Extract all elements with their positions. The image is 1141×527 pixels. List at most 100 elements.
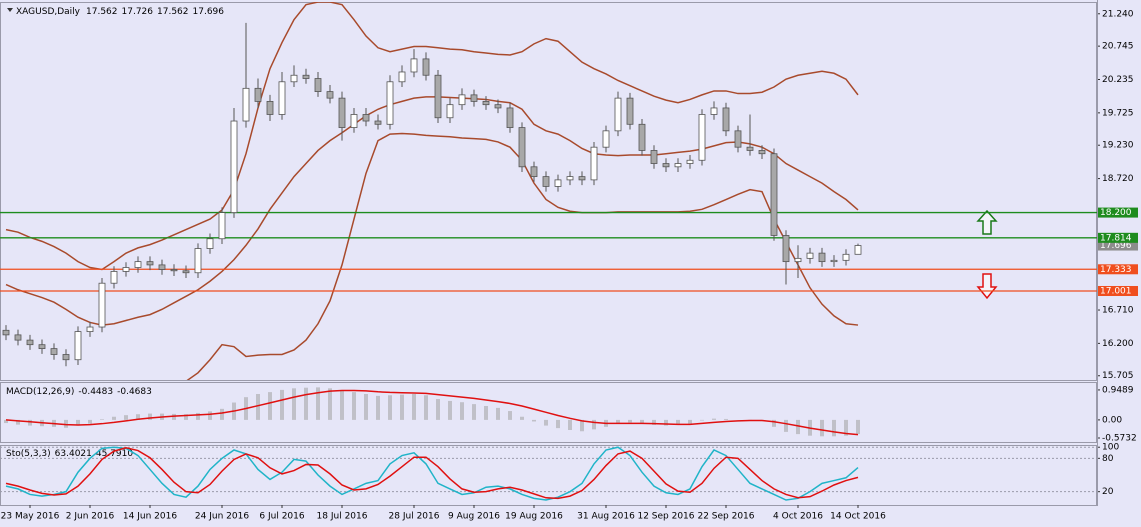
macd-bar	[304, 387, 308, 420]
macd-bar	[568, 419, 572, 430]
candle-body	[518, 127, 526, 168]
candle-body	[770, 153, 778, 236]
d-line	[5, 447, 859, 500]
level-label: 17.333	[1100, 265, 1132, 275]
y-tick-label: 15.705	[1102, 371, 1134, 381]
macd-bar	[64, 419, 68, 428]
macd-bar	[364, 394, 368, 420]
macd-bar	[412, 394, 416, 420]
macd-bar	[136, 414, 140, 420]
level-box	[1097, 207, 1138, 218]
y-tick-label: 0.9489	[1102, 385, 1134, 395]
macd-bar	[328, 388, 332, 420]
macd-bar	[76, 419, 80, 426]
macd-bar	[508, 411, 512, 420]
level-box	[1097, 285, 1138, 296]
x-tick-label: 9 Aug 2016	[448, 512, 500, 522]
stoch-panel	[0, 445, 1097, 506]
candle-body	[542, 176, 550, 187]
x-tick-label: 22 Sep 2016	[697, 512, 754, 522]
candle-body	[506, 107, 514, 128]
candle-body	[830, 259, 838, 263]
candle-body	[362, 114, 370, 122]
x-tick-label: 19 Aug 2016	[505, 512, 563, 522]
candle-body	[218, 212, 226, 240]
candle-body	[722, 107, 730, 132]
macd-bar	[280, 389, 284, 420]
candle-body	[290, 74, 298, 83]
x-tick-label: 4 Oct 2016	[773, 512, 823, 522]
macd-bar	[640, 419, 644, 424]
macd-bar	[424, 395, 428, 420]
candle-body	[302, 74, 310, 79]
candle-body	[854, 245, 862, 255]
candle-body	[326, 91, 334, 99]
k-line	[5, 446, 859, 501]
x-tick-label: 6 Jul 2016	[259, 512, 304, 522]
macd-bar	[784, 419, 788, 432]
macd-bar	[220, 408, 224, 420]
y-tick-label: 20	[1102, 487, 1114, 497]
macd-bar	[268, 392, 272, 420]
macd-bar	[580, 419, 584, 432]
macd-readout: -0.4483	[78, 387, 113, 397]
close-readout: 17.696	[193, 7, 225, 17]
high-readout: 17.726	[122, 7, 154, 17]
level-label: 17.001	[1100, 286, 1132, 296]
low-readout: 17.562	[157, 7, 189, 17]
candle-body	[398, 71, 406, 83]
candle-body	[590, 146, 598, 181]
candle-body	[686, 159, 694, 164]
y-tick-label: 16.710	[1102, 306, 1134, 316]
candle-body	[422, 58, 430, 76]
macd-bar	[688, 419, 692, 424]
current-price-label: 17.696	[1100, 241, 1132, 251]
macd-bar	[124, 415, 128, 420]
symbol-title: XAGUSD,Daily	[16, 7, 81, 17]
macd-bar	[544, 419, 548, 426]
candle-body	[470, 94, 478, 102]
x-tick-label: 12 Sep 2016	[637, 512, 694, 522]
candle-body	[194, 248, 202, 274]
up-arrow	[976, 209, 998, 235]
candle-body	[806, 252, 814, 259]
macd-bar	[196, 412, 200, 420]
candle-body	[242, 87, 250, 122]
macd-title: MACD(12,26,9)	[6, 387, 74, 397]
candle-body	[386, 81, 394, 125]
stoch-title: Sto(5,3,3)	[6, 449, 51, 459]
macd-bar	[592, 419, 596, 430]
y-tick-label: 80	[1102, 454, 1114, 464]
candle-body	[314, 78, 322, 92]
candle-body	[614, 97, 622, 132]
macd-bar	[340, 390, 344, 420]
band-line	[186, 132, 859, 380]
macd-bar	[520, 416, 524, 420]
y-tick-label: 16.200	[1102, 339, 1134, 349]
candle-body	[146, 261, 154, 266]
macd-bar	[484, 406, 488, 420]
candle-body	[566, 176, 574, 181]
macd-bar	[556, 419, 560, 429]
candle-body	[14, 334, 22, 341]
x-tick-label: 31 Aug 2016	[577, 512, 635, 522]
candle-body	[62, 354, 70, 361]
candle-body	[254, 87, 262, 102]
macd-bar	[664, 419, 668, 426]
macd-bar	[28, 419, 32, 426]
menu-icon	[7, 8, 13, 12]
level-box	[1097, 264, 1138, 275]
candle-body	[554, 179, 562, 187]
macd-bar	[376, 395, 380, 420]
candle-body	[530, 166, 538, 178]
current-price-box	[1097, 240, 1138, 251]
d-readout: 45.7910	[96, 449, 133, 459]
open-readout: 17.562	[86, 7, 118, 17]
candle-body	[602, 130, 610, 148]
macd-bar	[628, 419, 632, 423]
macd-bar	[724, 418, 728, 420]
candle-body	[446, 104, 454, 119]
macd-bar	[256, 394, 260, 420]
